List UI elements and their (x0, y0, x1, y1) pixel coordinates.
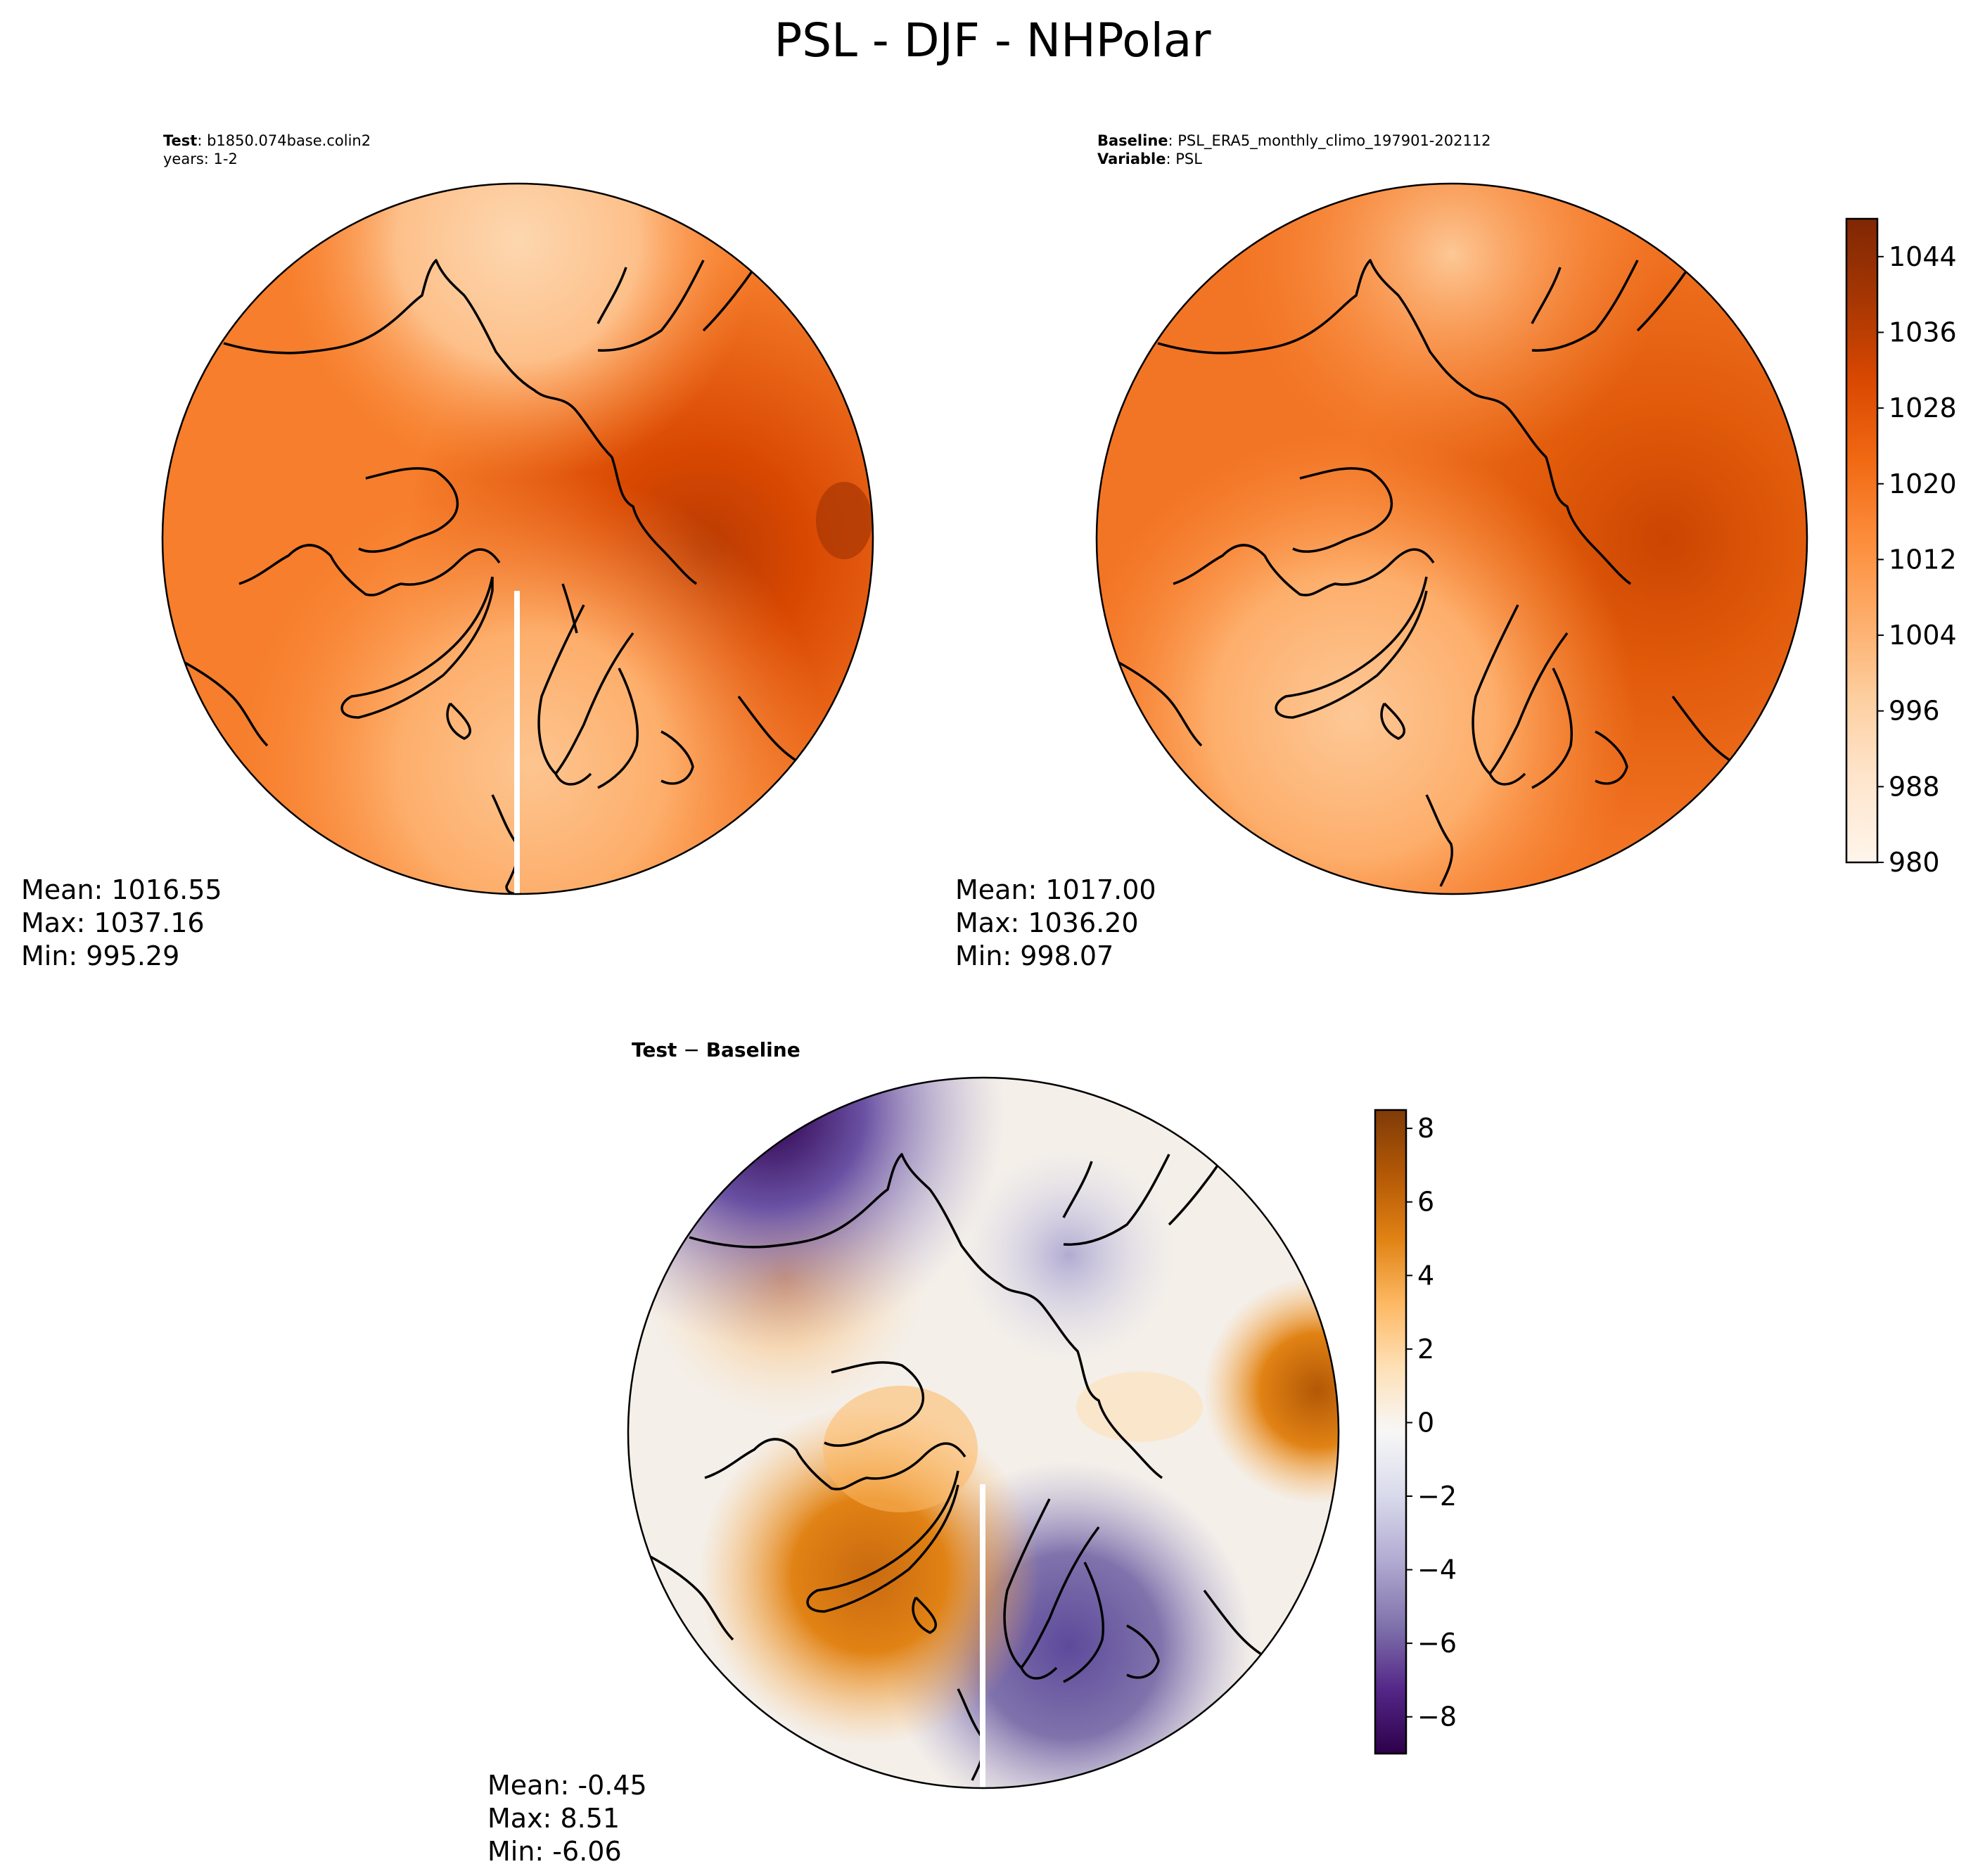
baseline-stat-min: Min: 998.07 (955, 940, 1113, 971)
diff-colorbar-tick-label: 4 (1417, 1260, 1434, 1291)
diff-coastlines (634, 1153, 1261, 1781)
main-colorbar-bar (1845, 217, 1879, 864)
main-colorbar: 1044 1036 1028 1020 1012 1004 996 988 980 (1845, 217, 1957, 878)
main-colorbar-tick-label: 996 (1889, 696, 1940, 727)
baseline-header-label: Baseline (1097, 132, 1168, 149)
diff-colorbar-tick-label: 2 (1417, 1334, 1434, 1365)
baseline-variable-label: Variable (1097, 151, 1166, 167)
diff-colorbar-tick-label: 8 (1417, 1113, 1434, 1144)
main-colorbar-tick-label: 1004 (1889, 620, 1957, 651)
diff-colorbar-tick-label: −8 (1417, 1702, 1457, 1733)
main-colorbar-tick-label: 980 (1889, 847, 1940, 878)
diff-colorbar-tick-label: 0 (1417, 1407, 1434, 1438)
test-header-case: : b1850.074base.colin2 (197, 132, 371, 149)
baseline-stat-max: Max: 1036.20 (955, 907, 1139, 938)
test-header-years: years: 1-2 (163, 151, 238, 167)
test-map-field (162, 184, 873, 894)
diff-colorbar-bar (1374, 1109, 1408, 1755)
baseline-map-border (1095, 182, 1808, 895)
diff-map-border (627, 1076, 1340, 1789)
test-seam-line (514, 591, 520, 894)
baseline-header-line2: Variable: PSL (1097, 151, 1202, 167)
test-stat-mean: Mean: 1016.55 (21, 874, 222, 905)
main-colorbar-tick-label: 1020 (1889, 468, 1957, 499)
diff-colorbar-tick-label: −4 (1417, 1555, 1457, 1585)
main-colorbar-tick-label: 1044 (1889, 241, 1957, 272)
diff-stat-mean: Mean: -0.45 (487, 1770, 647, 1801)
test-stat-max: Max: 1037.16 (21, 907, 205, 938)
baseline-variable-value: : PSL (1166, 151, 1202, 167)
test-stat-min: Min: 995.29 (21, 940, 179, 971)
diff-colorbar-tick-label: −2 (1417, 1481, 1457, 1512)
diff-panel: Test − Baseline (487, 1038, 1340, 1867)
baseline-map-field (1097, 184, 1807, 894)
diff-seam-line (980, 1484, 985, 1788)
baseline-panel: Baseline: PSL_ERA5_monthly_climo_197901-… (955, 132, 1808, 971)
figure-title: PSL - DJF - NHPolar (774, 13, 1211, 68)
diff-stat-max: Max: 8.51 (487, 1803, 620, 1834)
diff-colorbar-tick-label: −6 (1417, 1628, 1457, 1659)
test-panel: Test: b1850.074base.colin2 years: 1-2 (21, 132, 874, 971)
main-colorbar-tick-label: 1028 (1889, 393, 1957, 423)
test-header-line1: Test: b1850.074base.colin2 (163, 132, 371, 149)
diff-colorbar: 8 6 4 2 0 −2 −4 −6 −8 (1374, 1109, 1457, 1755)
baseline-header-dataset: : PSL_ERA5_monthly_climo_197901-202112 (1168, 132, 1491, 150)
diff-stat-min: Min: -6.06 (487, 1836, 622, 1867)
main-colorbar-tick-label: 1036 (1889, 317, 1957, 347)
main-colorbar-tick-label: 988 (1889, 771, 1940, 802)
baseline-stat-mean: Mean: 1017.00 (955, 874, 1156, 905)
diff-header-baseline: Baseline (706, 1038, 800, 1061)
diff-header-test: Test (632, 1038, 677, 1061)
test-coastlines (168, 259, 796, 894)
diff-colorbar-tick-label: 6 (1417, 1187, 1434, 1218)
test-header-label: Test (163, 132, 197, 149)
main-colorbar-tick-label: 1012 (1889, 544, 1957, 575)
test-map-border (161, 182, 874, 895)
diff-header: Test − Baseline (632, 1038, 800, 1061)
diff-map-field (628, 1078, 1339, 1788)
diff-header-minus: − (677, 1038, 706, 1061)
baseline-header-line1: Baseline: PSL_ERA5_monthly_climo_197901-… (1097, 132, 1491, 150)
